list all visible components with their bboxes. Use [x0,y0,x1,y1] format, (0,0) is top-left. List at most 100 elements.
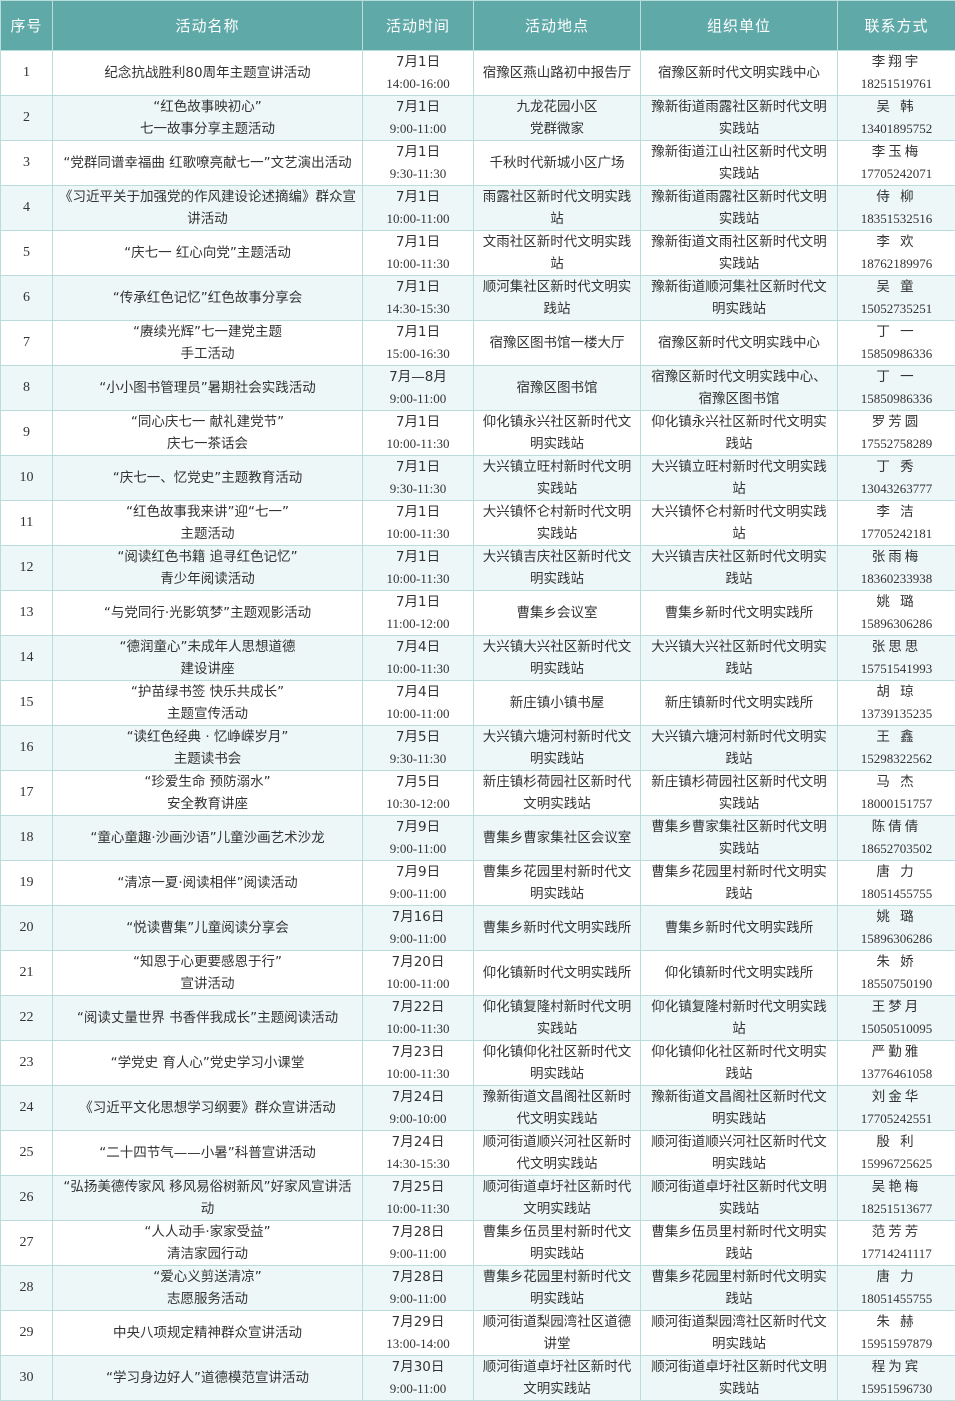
cell-no: 20 [1,906,53,951]
activity-hours: 9:00-11:00 [367,1288,469,1310]
cell-no: 17 [1,771,53,816]
contact-phone: 18762189976 [842,253,951,275]
cell-name: “同心庆七一 献礼建党节” 庆七一茶话会 [53,411,363,456]
contact-phone: 15298322562 [842,748,951,770]
cell-name: “红色故事映初心” 七一故事分享主题活动 [53,96,363,141]
contact-person: 胡 琼 [842,681,951,703]
header-no: 序号 [1,1,53,51]
contact-phone: 15052735251 [842,298,951,320]
cell-place: 顺河集社区新时代文明实践站 [474,276,641,321]
contact-phone: 15850986336 [842,388,951,410]
cell-name: “党群同谱幸福曲 红歌嘹亮献七一”文艺演出活动 [53,141,363,186]
contact-phone: 13776461058 [842,1063,951,1085]
activity-hours: 10:00-11:00 [367,703,469,725]
activity-date: 7月1日 [367,96,469,118]
cell-place: 宿豫区图书馆一楼大厅 [474,321,641,366]
cell-org: 大兴镇立旺村新时代文明实践站 [641,456,838,501]
contact-person: 程为宾 [842,1356,951,1378]
cell-no: 1 [1,51,53,96]
contact-person: 姚 璐 [842,591,951,613]
cell-org: 曹集乡新时代文明实践所 [641,591,838,636]
cell-place: 顺河街道梨园湾社区道德讲堂 [474,1311,641,1356]
cell-org: 豫新街道江山社区新时代文明实践站 [641,141,838,186]
cell-place: 大兴镇怀仑村新时代文明实践站 [474,501,641,546]
contact-phone: 17705242071 [842,163,951,185]
activity-hours: 9:00-11:00 [367,1378,469,1400]
cell-name: “珍爱生命 预防溺水” 安全教育讲座 [53,771,363,816]
cell-no: 5 [1,231,53,276]
cell-org: 顺河街道卓圩社区新时代文明实践站 [641,1176,838,1221]
cell-no: 12 [1,546,53,591]
contact-person: 唐 力 [842,1266,951,1288]
cell-org: 宿豫区新时代文明实践中心 [641,51,838,96]
cell-place: 顺河街道卓圩社区新时代文明实践站 [474,1176,641,1221]
contact-phone: 13739135235 [842,703,951,725]
contact-person: 刘金华 [842,1086,951,1108]
cell-org: 宿豫区新时代文明实践中心 [641,321,838,366]
activity-date: 7月1日 [367,321,469,343]
contact-person: 李 洁 [842,501,951,523]
cell-no: 11 [1,501,53,546]
cell-name: 纪念抗战胜利80周年主题宣讲活动 [53,51,363,96]
activity-hours: 9:30-11:30 [367,163,469,185]
activity-date: 7月1日 [367,546,469,568]
activity-hours: 10:30-12:00 [367,793,469,815]
cell-place: 曹集乡伍员里村新时代文明实践站 [474,1221,641,1266]
contact-phone: 18000151757 [842,793,951,815]
activity-date: 7月28日 [367,1221,469,1243]
contact-person: 王梦月 [842,996,951,1018]
contact-phone: 18051455755 [842,883,951,905]
activity-date: 7月1日 [367,51,469,73]
cell-name: “弘扬美德传家风 移风易俗树新风”好家风宣讲活动 [53,1176,363,1221]
activity-hours: 10:00-11:30 [367,523,469,545]
activity-hours: 11:00-12:00 [367,613,469,635]
contact-phone: 15050510095 [842,1018,951,1040]
cell-name: “人人动手·家家受益” 清洁家园行动 [53,1221,363,1266]
activity-date: 7月22日 [367,996,469,1018]
cell-place: 仰化镇新时代文明实践所 [474,951,641,996]
cell-org: 豫新街道顺河集社区新时代文明实践站 [641,276,838,321]
contact-person: 李翔宇 [842,51,951,73]
cell-org: 新庄镇新时代文明实践所 [641,681,838,726]
activity-date: 7月1日 [367,591,469,613]
activity-hours: 14:30-15:30 [367,298,469,320]
activity-date: 7月1日 [367,141,469,163]
contact-person: 吴 韩 [842,96,951,118]
contact-phone: 18251519761 [842,73,951,95]
activity-hours: 10:00-11:30 [367,568,469,590]
contact-person: 朱 娇 [842,951,951,973]
cell-org: 大兴镇吉庆社区新时代文明实践站 [641,546,838,591]
contact-phone: 18351532516 [842,208,951,230]
cell-name: “德润童心”未成年人思想道德 建设讲座 [53,636,363,681]
cell-org: 仰化镇复隆村新时代文明实践站 [641,996,838,1041]
header-place: 活动地点 [474,1,641,51]
activity-hours: 10:00-11:30 [367,1198,469,1220]
cell-name: “读红色经典 · 忆峥嵘岁月” 主题读书会 [53,726,363,771]
cell-org: 曹集乡伍员里村新时代文明实践站 [641,1221,838,1266]
contact-person: 丁 秀 [842,456,951,478]
activity-hours: 10:00-11:30 [367,433,469,455]
cell-place: 九龙花园小区 党群微家 [474,96,641,141]
